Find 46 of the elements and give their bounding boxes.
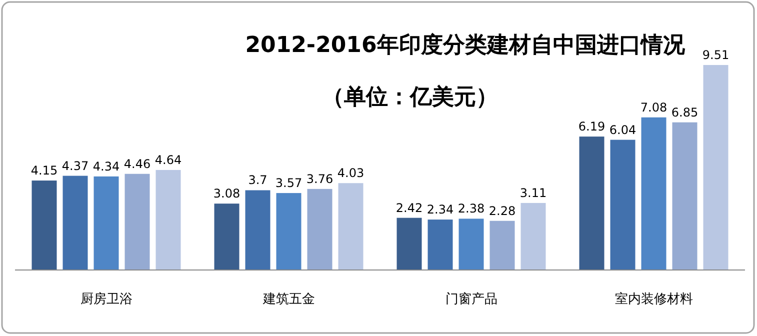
bar: [32, 180, 57, 270]
x-tick-label: 建筑五金: [262, 292, 315, 307]
bar: [338, 183, 364, 270]
data-label: 4.34: [92, 159, 120, 174]
data-label: 2.38: [458, 202, 485, 216]
data-label: 3.76: [306, 172, 334, 186]
data-label: 4.46: [124, 156, 151, 171]
data-label: 3.57: [275, 176, 302, 190]
bar: [214, 204, 240, 270]
data-label: 6.04: [609, 122, 636, 137]
data-label: 3.7: [248, 173, 268, 188]
data-label: 6.85: [671, 105, 698, 120]
bar: [641, 117, 666, 270]
bar: [520, 202, 546, 270]
bar: [610, 140, 636, 270]
data-label: 4.37: [62, 158, 89, 173]
data-label: 6.19: [578, 120, 606, 134]
x-tick-label: 门窗产品: [445, 291, 498, 307]
data-label: 3.11: [520, 186, 547, 200]
x-tick-label: 室内装修材料: [614, 291, 693, 307]
bar: [307, 188, 332, 270]
bar: [396, 218, 422, 270]
data-label: 4.03: [337, 166, 364, 180]
x-tick-label: 厨房卫浴: [80, 291, 132, 307]
bar: [94, 176, 119, 270]
bar: [579, 136, 604, 270]
bar: [124, 174, 150, 270]
text: （单位：亿美元）: [322, 84, 498, 110]
bar: [428, 220, 453, 270]
bar: [490, 220, 515, 270]
data-label: 2.34: [426, 202, 454, 217]
data-label: 3.08: [213, 186, 240, 201]
bar: [62, 176, 88, 270]
bar: [672, 122, 698, 270]
bar: [276, 193, 302, 270]
data-label: 4.15: [30, 164, 58, 178]
bar: [703, 65, 728, 270]
data-label: 4.64: [154, 152, 182, 167]
data-label: 2.28: [488, 204, 516, 218]
bar: [156, 170, 181, 270]
data-label: 7.08: [640, 100, 668, 114]
chart-title: 2012-2016年印度分类建材自中国进口情况: [245, 32, 686, 58]
data-label: 9.51: [702, 48, 730, 62]
bar: [245, 190, 270, 270]
bar: [458, 218, 484, 270]
data-label: 2.42: [396, 200, 423, 215]
